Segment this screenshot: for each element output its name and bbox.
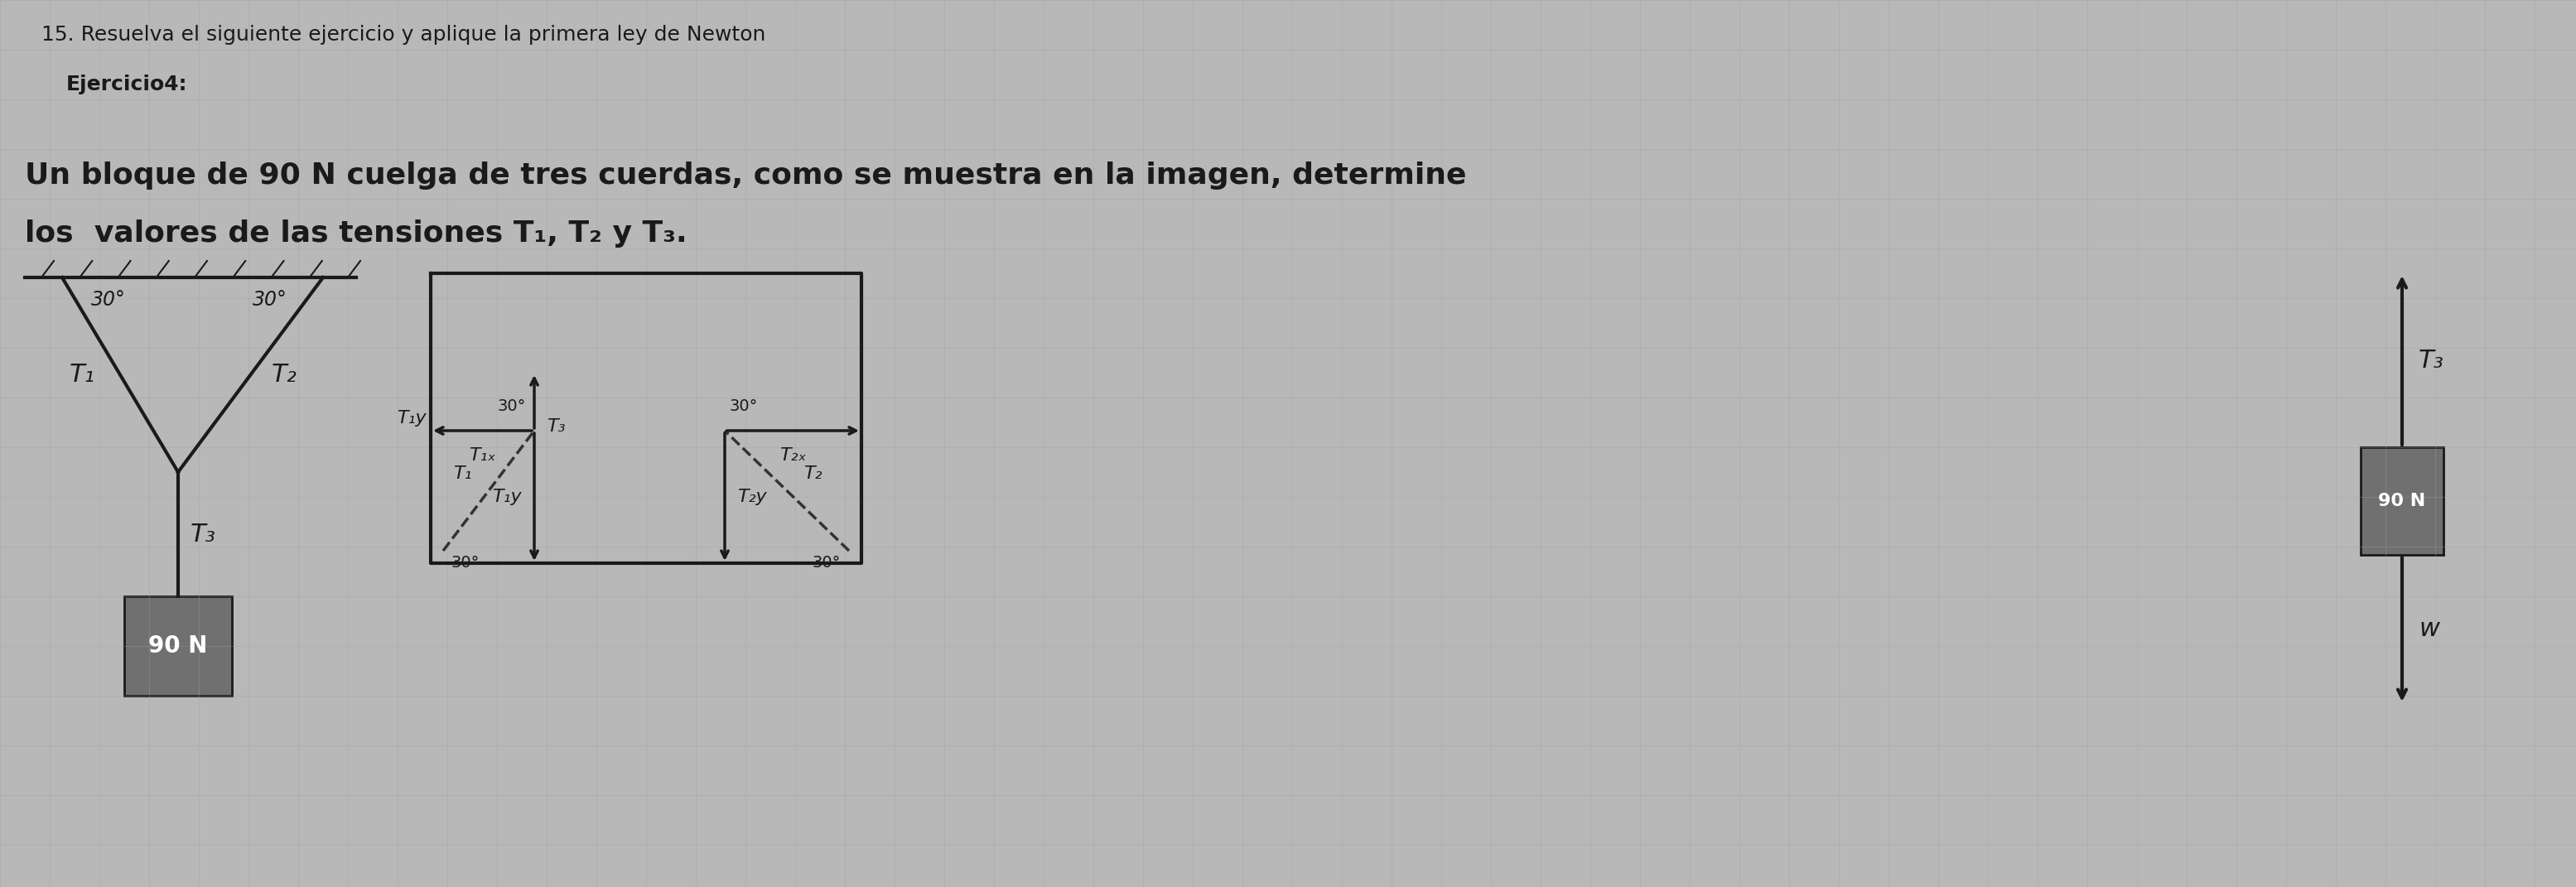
Text: 30°: 30° (497, 398, 526, 414)
Text: T₂ₓ: T₂ₓ (781, 447, 806, 464)
Text: T₂y: T₂y (737, 489, 768, 506)
Text: T₂: T₂ (270, 363, 296, 387)
Text: Ejercicio4:: Ejercicio4: (67, 75, 188, 94)
Text: T₃: T₃ (191, 522, 216, 546)
Text: Un bloque de 90 N cuelga de tres cuerdas, como se muestra en la imagen, determin: Un bloque de 90 N cuelga de tres cuerdas… (26, 161, 1466, 190)
Text: 90 N: 90 N (149, 634, 209, 657)
Text: 30°: 30° (729, 398, 757, 414)
Text: 30°: 30° (252, 290, 289, 310)
Text: w: w (2419, 617, 2439, 641)
Text: los  valores de las tensiones T₁, T₂ y T₃.: los valores de las tensiones T₁, T₂ y T₃… (26, 219, 688, 247)
Text: T₁y: T₁y (492, 489, 523, 506)
Bar (124, 596, 232, 695)
Text: T₁y: T₁y (397, 410, 428, 427)
Text: T₁: T₁ (453, 466, 471, 483)
Bar (2360, 447, 2445, 555)
Text: 30°: 30° (811, 555, 840, 570)
Text: T₁: T₁ (70, 363, 95, 387)
Text: 30°: 30° (90, 290, 126, 310)
Text: T₁ₓ: T₁ₓ (469, 447, 497, 464)
Text: 90 N: 90 N (2378, 493, 2427, 509)
Text: 15. Resuelva el siguiente ejercicio y aplique la primera ley de Newton: 15. Resuelva el siguiente ejercicio y ap… (41, 25, 765, 44)
Text: T₂: T₂ (804, 466, 822, 483)
Text: T₃: T₃ (546, 419, 564, 435)
Text: T₃: T₃ (2419, 349, 2445, 373)
Text: 30°: 30° (451, 555, 479, 570)
